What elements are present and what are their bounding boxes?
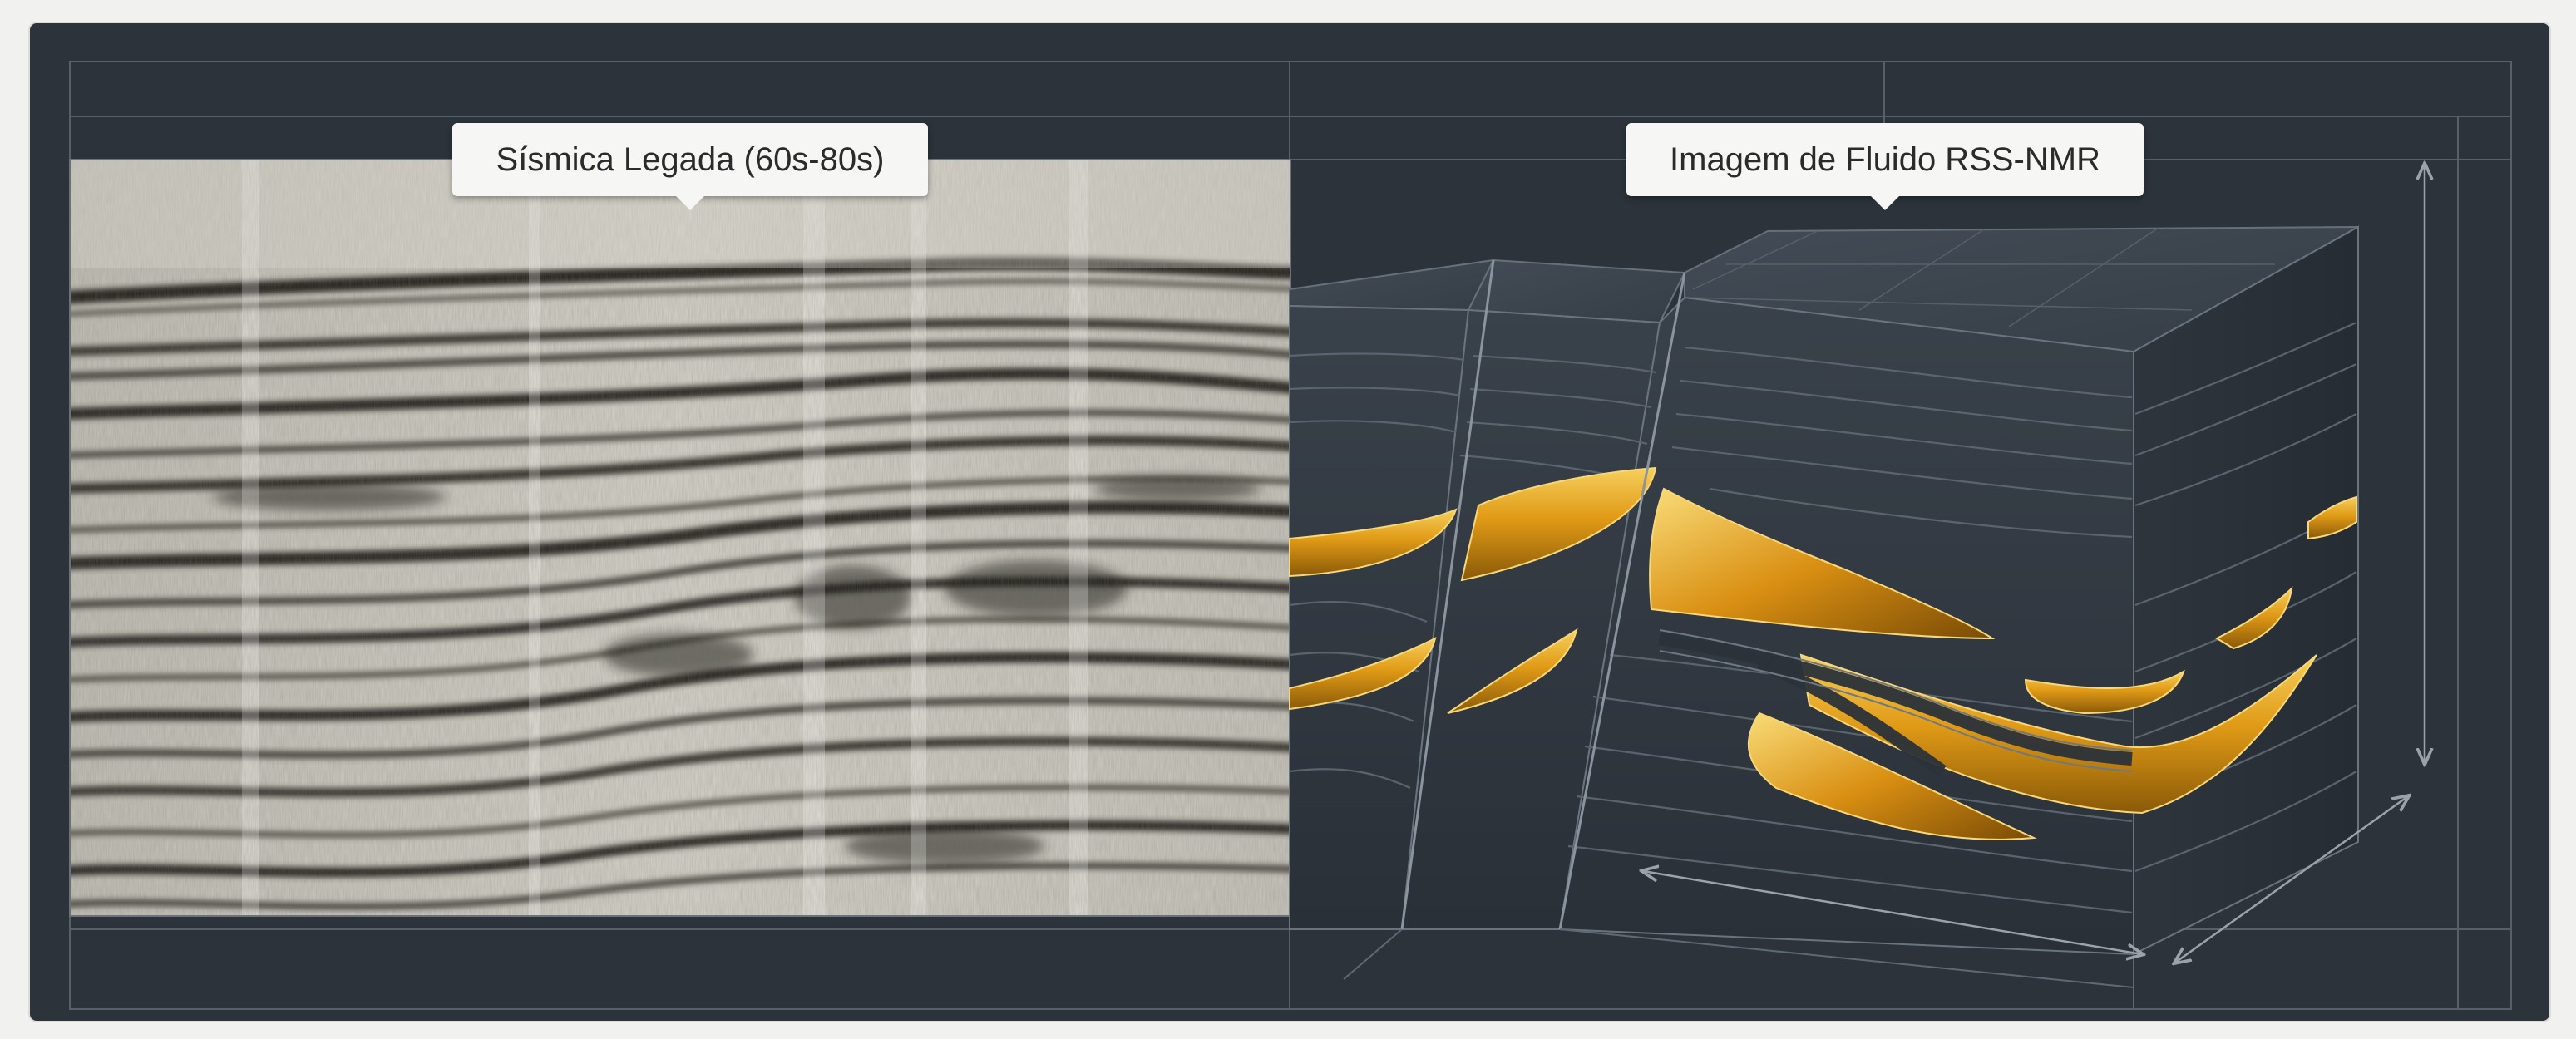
fluid-bodies xyxy=(1289,466,2357,840)
comparison-figure: Sísmica Legada (60s-80s) Imagem de Fluid… xyxy=(30,23,2549,1021)
legacy-seismic-label: Sísmica Legada (60s-80s) xyxy=(452,123,928,210)
rss-nmr-block-diagram xyxy=(1289,225,2359,1009)
rss-nmr-label: Imagem de Fluido RSS-NMR xyxy=(1626,123,2144,210)
dimension-arrows xyxy=(1643,165,2425,963)
legacy-seismic-section xyxy=(70,160,1290,916)
depth-dimension-arrow-icon xyxy=(2175,796,2408,963)
figure-canvas xyxy=(69,61,2512,1010)
horizontal-dimension-arrow-icon xyxy=(1643,871,2142,954)
